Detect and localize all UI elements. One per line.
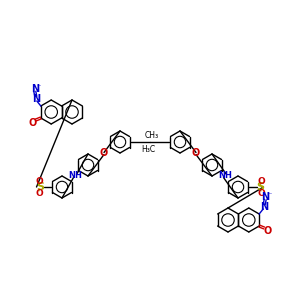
Text: O: O — [192, 148, 200, 158]
Text: CH₃: CH₃ — [145, 130, 159, 140]
Text: ⁻: ⁻ — [267, 190, 272, 200]
Text: N: N — [261, 192, 269, 202]
Text: O: O — [29, 118, 37, 128]
Text: S: S — [36, 182, 44, 192]
Text: NH: NH — [218, 172, 232, 181]
Text: NH: NH — [68, 172, 82, 181]
Text: O: O — [257, 188, 265, 197]
Text: O: O — [35, 188, 43, 197]
Text: S: S — [256, 182, 264, 192]
Text: N: N — [260, 202, 268, 212]
Text: O: O — [263, 226, 271, 236]
Text: N: N — [32, 94, 40, 104]
Text: O: O — [257, 176, 265, 185]
Text: O: O — [35, 176, 43, 185]
Text: ⁻: ⁻ — [37, 82, 41, 91]
Text: O: O — [100, 148, 108, 158]
Text: H₃C: H₃C — [141, 145, 155, 154]
Text: N: N — [31, 84, 39, 94]
